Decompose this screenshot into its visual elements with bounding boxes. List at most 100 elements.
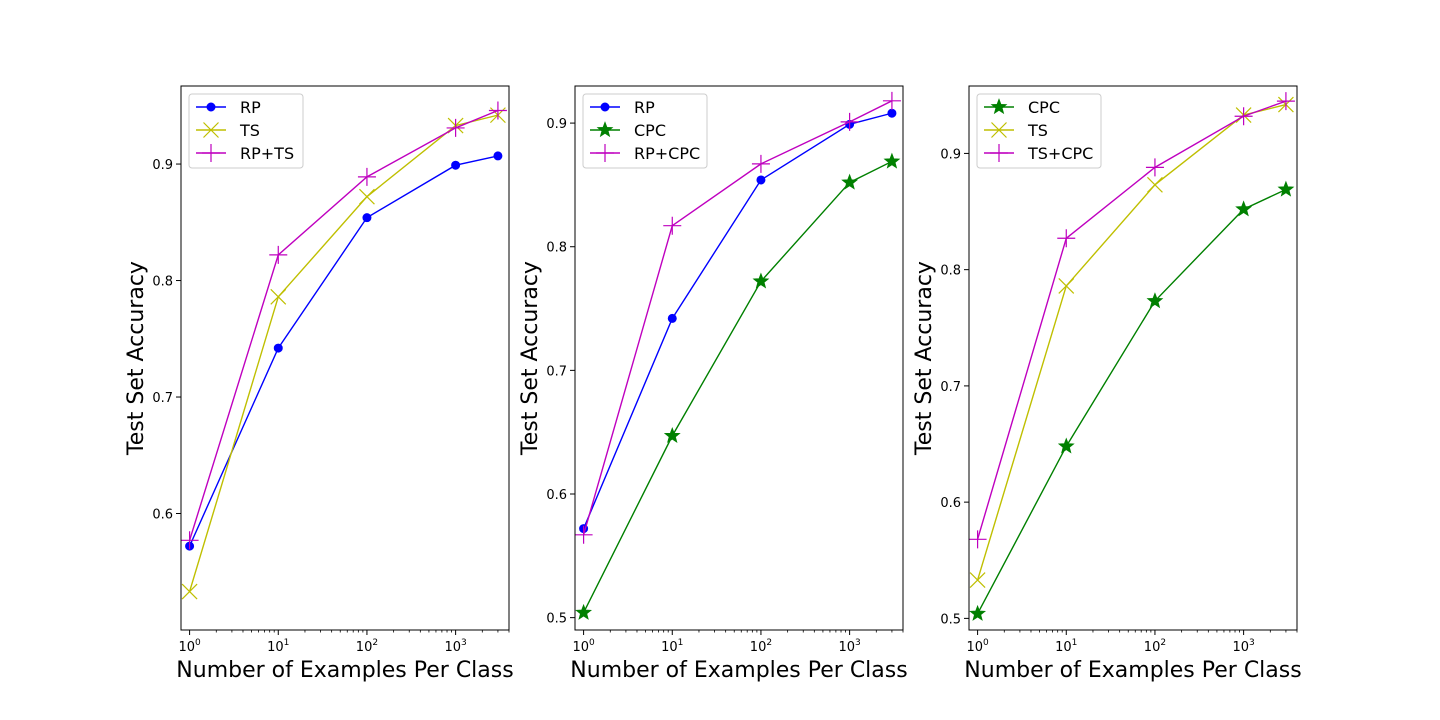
series-line-rp-plus-ts	[188, 109, 499, 541]
legend-label: TS+CPC	[1027, 144, 1093, 163]
legend-marker	[990, 144, 1008, 162]
x-axis-label: Number of Examples Per Class	[964, 658, 1301, 683]
data-point-ts-plus-cpc	[968, 530, 987, 549]
legend: RP TS RP+TS	[188, 93, 304, 169]
y-tick-label: 0.6	[152, 508, 173, 523]
x-tick-label: 103	[1232, 638, 1254, 655]
y-axis-label: Test Set Accuracy	[518, 261, 543, 456]
x-axis-label: Number of Examples Per Class	[570, 658, 907, 683]
data-point-rp	[362, 213, 372, 223]
legend-marker	[600, 102, 610, 112]
data-point-rp-plus-cpc	[574, 525, 593, 544]
legend-label: RP+CPC	[634, 144, 700, 163]
legend-label: TS	[239, 121, 260, 140]
plot-frame	[180, 85, 510, 631]
data-point-rp	[273, 343, 283, 353]
data-point-rp	[451, 160, 461, 170]
data-point-ts-plus-cpc	[1057, 229, 1076, 248]
y-tick-label: 0.8	[546, 241, 567, 256]
y-tick-label: 0.9	[546, 117, 567, 132]
x-tick-label: 100	[178, 638, 201, 655]
series-line-ts	[976, 103, 1287, 581]
chart-panel-3: 100 101 102 103 0.5 0.6 0.7 0.8 0.9 Number of Exa…	[912, 85, 1302, 683]
series-line-cpc	[976, 188, 1287, 615]
data-point-rp	[756, 175, 766, 185]
legend-marker	[203, 122, 219, 138]
data-point-rp-plus-ts	[269, 245, 288, 264]
y-tick-label: 0.5	[546, 612, 567, 627]
chart-panel-1: 100 101 102 103 0.6 0.7 0.8 0.9 Number of Exampl…	[124, 85, 514, 683]
data-point-cpc	[1057, 437, 1075, 454]
legend-marker	[202, 144, 220, 162]
y-tick-label: 0.7	[940, 380, 961, 395]
y-tick-label: 0.6	[940, 496, 961, 511]
y-tick-label: 0.9	[940, 147, 961, 162]
data-point-rp-plus-cpc	[751, 154, 770, 173]
data-point-cpc	[883, 152, 901, 169]
legend: RP CPC RP+CPC	[582, 93, 708, 169]
data-point-cpc	[1277, 180, 1295, 197]
legend-label: CPC	[634, 121, 666, 140]
data-point-cpc	[663, 427, 681, 444]
data-point-rp-plus-ts	[446, 118, 465, 137]
data-point-ts-plus-cpc	[1145, 158, 1164, 177]
y-tick-label: 0.8	[152, 275, 173, 290]
legend-label: TS	[1027, 121, 1048, 140]
x-tick-label: 102	[1144, 638, 1166, 655]
y-tick-label: 0.9	[152, 158, 173, 173]
legend-label: RP	[634, 98, 655, 117]
y-tick-label: 0.8	[940, 264, 961, 279]
data-point-cpc	[841, 173, 859, 190]
plot-frame	[968, 85, 1298, 631]
data-point-ts	[359, 188, 375, 205]
x-tick-label: 103	[444, 638, 466, 655]
data-point-cpc	[575, 603, 593, 620]
series-line-ts	[188, 114, 499, 592]
legend-label: CPC	[1028, 98, 1060, 117]
y-tick-label: 0.5	[940, 612, 961, 627]
data-point-cpc	[1146, 292, 1164, 309]
legend-marker	[991, 122, 1007, 138]
x-tick-label: 100	[966, 638, 989, 655]
legend-box	[582, 93, 708, 169]
data-point-rp-plus-cpc	[840, 112, 859, 131]
series-line-rp	[188, 155, 499, 547]
data-point-rp-plus-ts	[488, 101, 507, 120]
x-tick-label: 102	[356, 638, 378, 655]
chart-panel-2: 100 101 102 103 0.5 0.6 0.7 0.8 0.9 Number of Exa…	[518, 85, 908, 683]
data-point-rp	[667, 313, 677, 323]
x-tick-label: 101	[661, 638, 683, 655]
data-point-cpc	[969, 604, 987, 621]
y-tick-label: 0.7	[152, 391, 173, 406]
data-point-ts	[270, 288, 287, 305]
y-axis-label: Test Set Accuracy	[912, 261, 937, 456]
legend-label: RP	[240, 98, 261, 117]
x-tick-label: 101	[1055, 638, 1077, 655]
data-point-rp	[887, 108, 897, 118]
data-point-ts	[1058, 278, 1075, 294]
data-point-cpc	[1235, 200, 1253, 217]
data-point-ts	[969, 572, 986, 588]
x-tick-label: 100	[572, 638, 595, 655]
data-point-cpc	[752, 272, 770, 289]
x-tick-label: 103	[838, 638, 860, 655]
data-point-rp-plus-cpc	[663, 216, 682, 235]
y-tick-label: 0.6	[546, 488, 567, 503]
data-point-rp-plus-ts	[180, 531, 199, 550]
series-line-cpc	[582, 160, 893, 614]
x-axis-label: Number of Examples Per Class	[176, 658, 513, 683]
legend-marker	[990, 98, 1008, 115]
data-point-ts	[181, 583, 198, 600]
x-tick-label: 102	[750, 638, 772, 655]
legend: CPC TS TS+CPC	[976, 93, 1102, 169]
legend-label: RP+TS	[240, 144, 294, 163]
legend-box	[976, 93, 1102, 169]
legend-marker	[596, 121, 614, 138]
y-tick-label: 0.7	[546, 364, 567, 379]
x-tick-label: 101	[267, 638, 289, 655]
plot-frame	[574, 85, 904, 631]
y-axis-label: Test Set Accuracy	[124, 261, 149, 456]
data-point-ts-plus-cpc	[1234, 107, 1253, 126]
legend-marker	[596, 144, 614, 162]
